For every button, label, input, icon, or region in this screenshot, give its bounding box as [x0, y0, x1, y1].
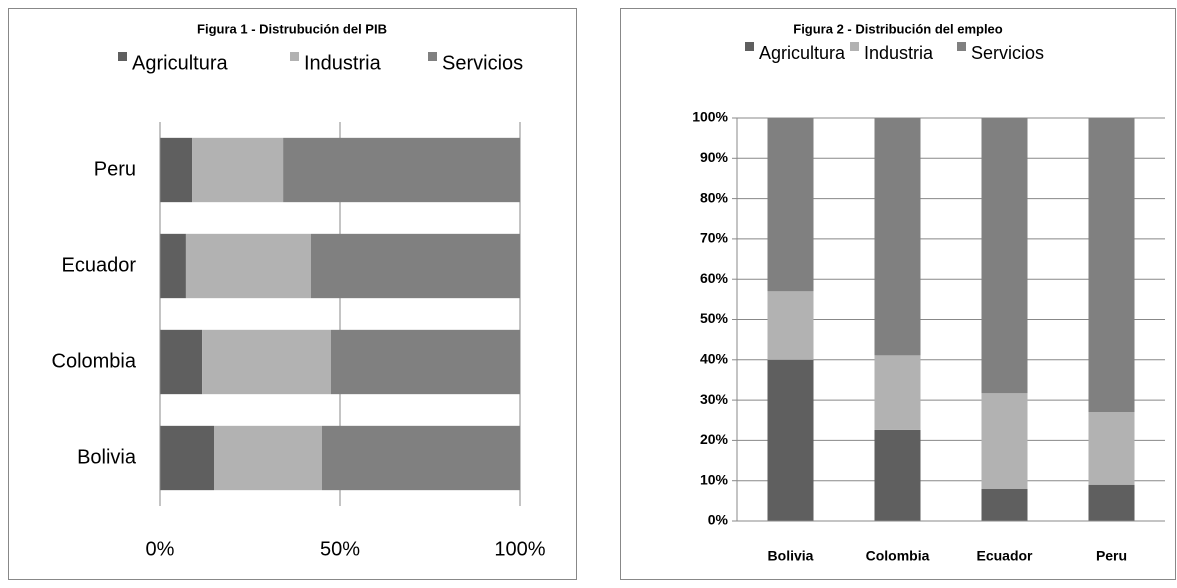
bar-segment [981, 393, 1028, 489]
bar-segment [874, 118, 921, 356]
y-tick-label: 90% [700, 149, 729, 165]
bar-segment [160, 425, 214, 491]
legend-label: Industria [304, 52, 382, 74]
legend-label: Servicios [971, 43, 1044, 63]
x-tick-label: Ecuador [976, 548, 1033, 564]
bar-segment [331, 329, 520, 395]
legend-swatch [850, 42, 859, 51]
y-tick-label: Colombia [52, 350, 137, 372]
y-tick-label: 40% [700, 351, 729, 367]
legend-label: Agricultura [132, 52, 228, 74]
legend-swatch [957, 42, 966, 51]
bar-segment [874, 429, 921, 521]
bar-segment [160, 329, 203, 395]
bar-segment [1088, 412, 1135, 485]
x-tick-label: Peru [1096, 548, 1127, 564]
bar-segment [874, 355, 921, 430]
bar-segment [192, 137, 284, 203]
y-tick-label: 50% [700, 310, 729, 326]
y-tick-label: Peru [94, 158, 136, 180]
bar-segment [202, 329, 331, 395]
bar-segment [1088, 484, 1135, 521]
y-tick-label: 0% [708, 512, 729, 528]
chart-title: Figura 1 - Distrubución del PIB [197, 21, 387, 36]
y-tick-label: 100% [692, 109, 728, 125]
x-tick-label: 100% [494, 538, 545, 560]
y-tick-label: 70% [700, 230, 729, 246]
bar-segment [767, 291, 814, 360]
bar-segment [214, 425, 322, 491]
y-tick-label: 20% [700, 431, 729, 447]
y-tick-label: Ecuador [62, 254, 137, 276]
bar-segment [1088, 118, 1135, 413]
legend-label: Servicios [442, 52, 523, 74]
bar-segment [767, 118, 814, 292]
y-tick-label: Bolivia [77, 446, 137, 468]
x-tick-label: 50% [320, 538, 360, 560]
y-tick-label: 60% [700, 270, 729, 286]
bar-segment [322, 425, 520, 491]
y-tick-label: 80% [700, 189, 729, 205]
y-tick-label: 10% [700, 471, 729, 487]
legend-label: Industria [864, 43, 934, 63]
legend-swatch [745, 42, 754, 51]
bar-segment [160, 137, 193, 203]
bar-segment [310, 233, 520, 299]
bar-segment [160, 233, 186, 299]
chart-title: Figura 2 - Distribución del empleo [793, 21, 1003, 36]
x-tick-label: Bolivia [768, 548, 814, 564]
y-tick-label: 30% [700, 391, 729, 407]
legend-swatch [290, 52, 299, 61]
legend-swatch [428, 52, 437, 61]
bar-segment [767, 359, 814, 521]
bar-segment [185, 233, 311, 299]
bar-segment [981, 488, 1028, 521]
bar-segment [283, 137, 520, 203]
bar-segment [981, 118, 1028, 394]
legend-label: Agricultura [759, 43, 846, 63]
legend-swatch [118, 52, 127, 61]
x-tick-label: 0% [146, 538, 175, 560]
x-tick-label: Colombia [866, 548, 930, 564]
